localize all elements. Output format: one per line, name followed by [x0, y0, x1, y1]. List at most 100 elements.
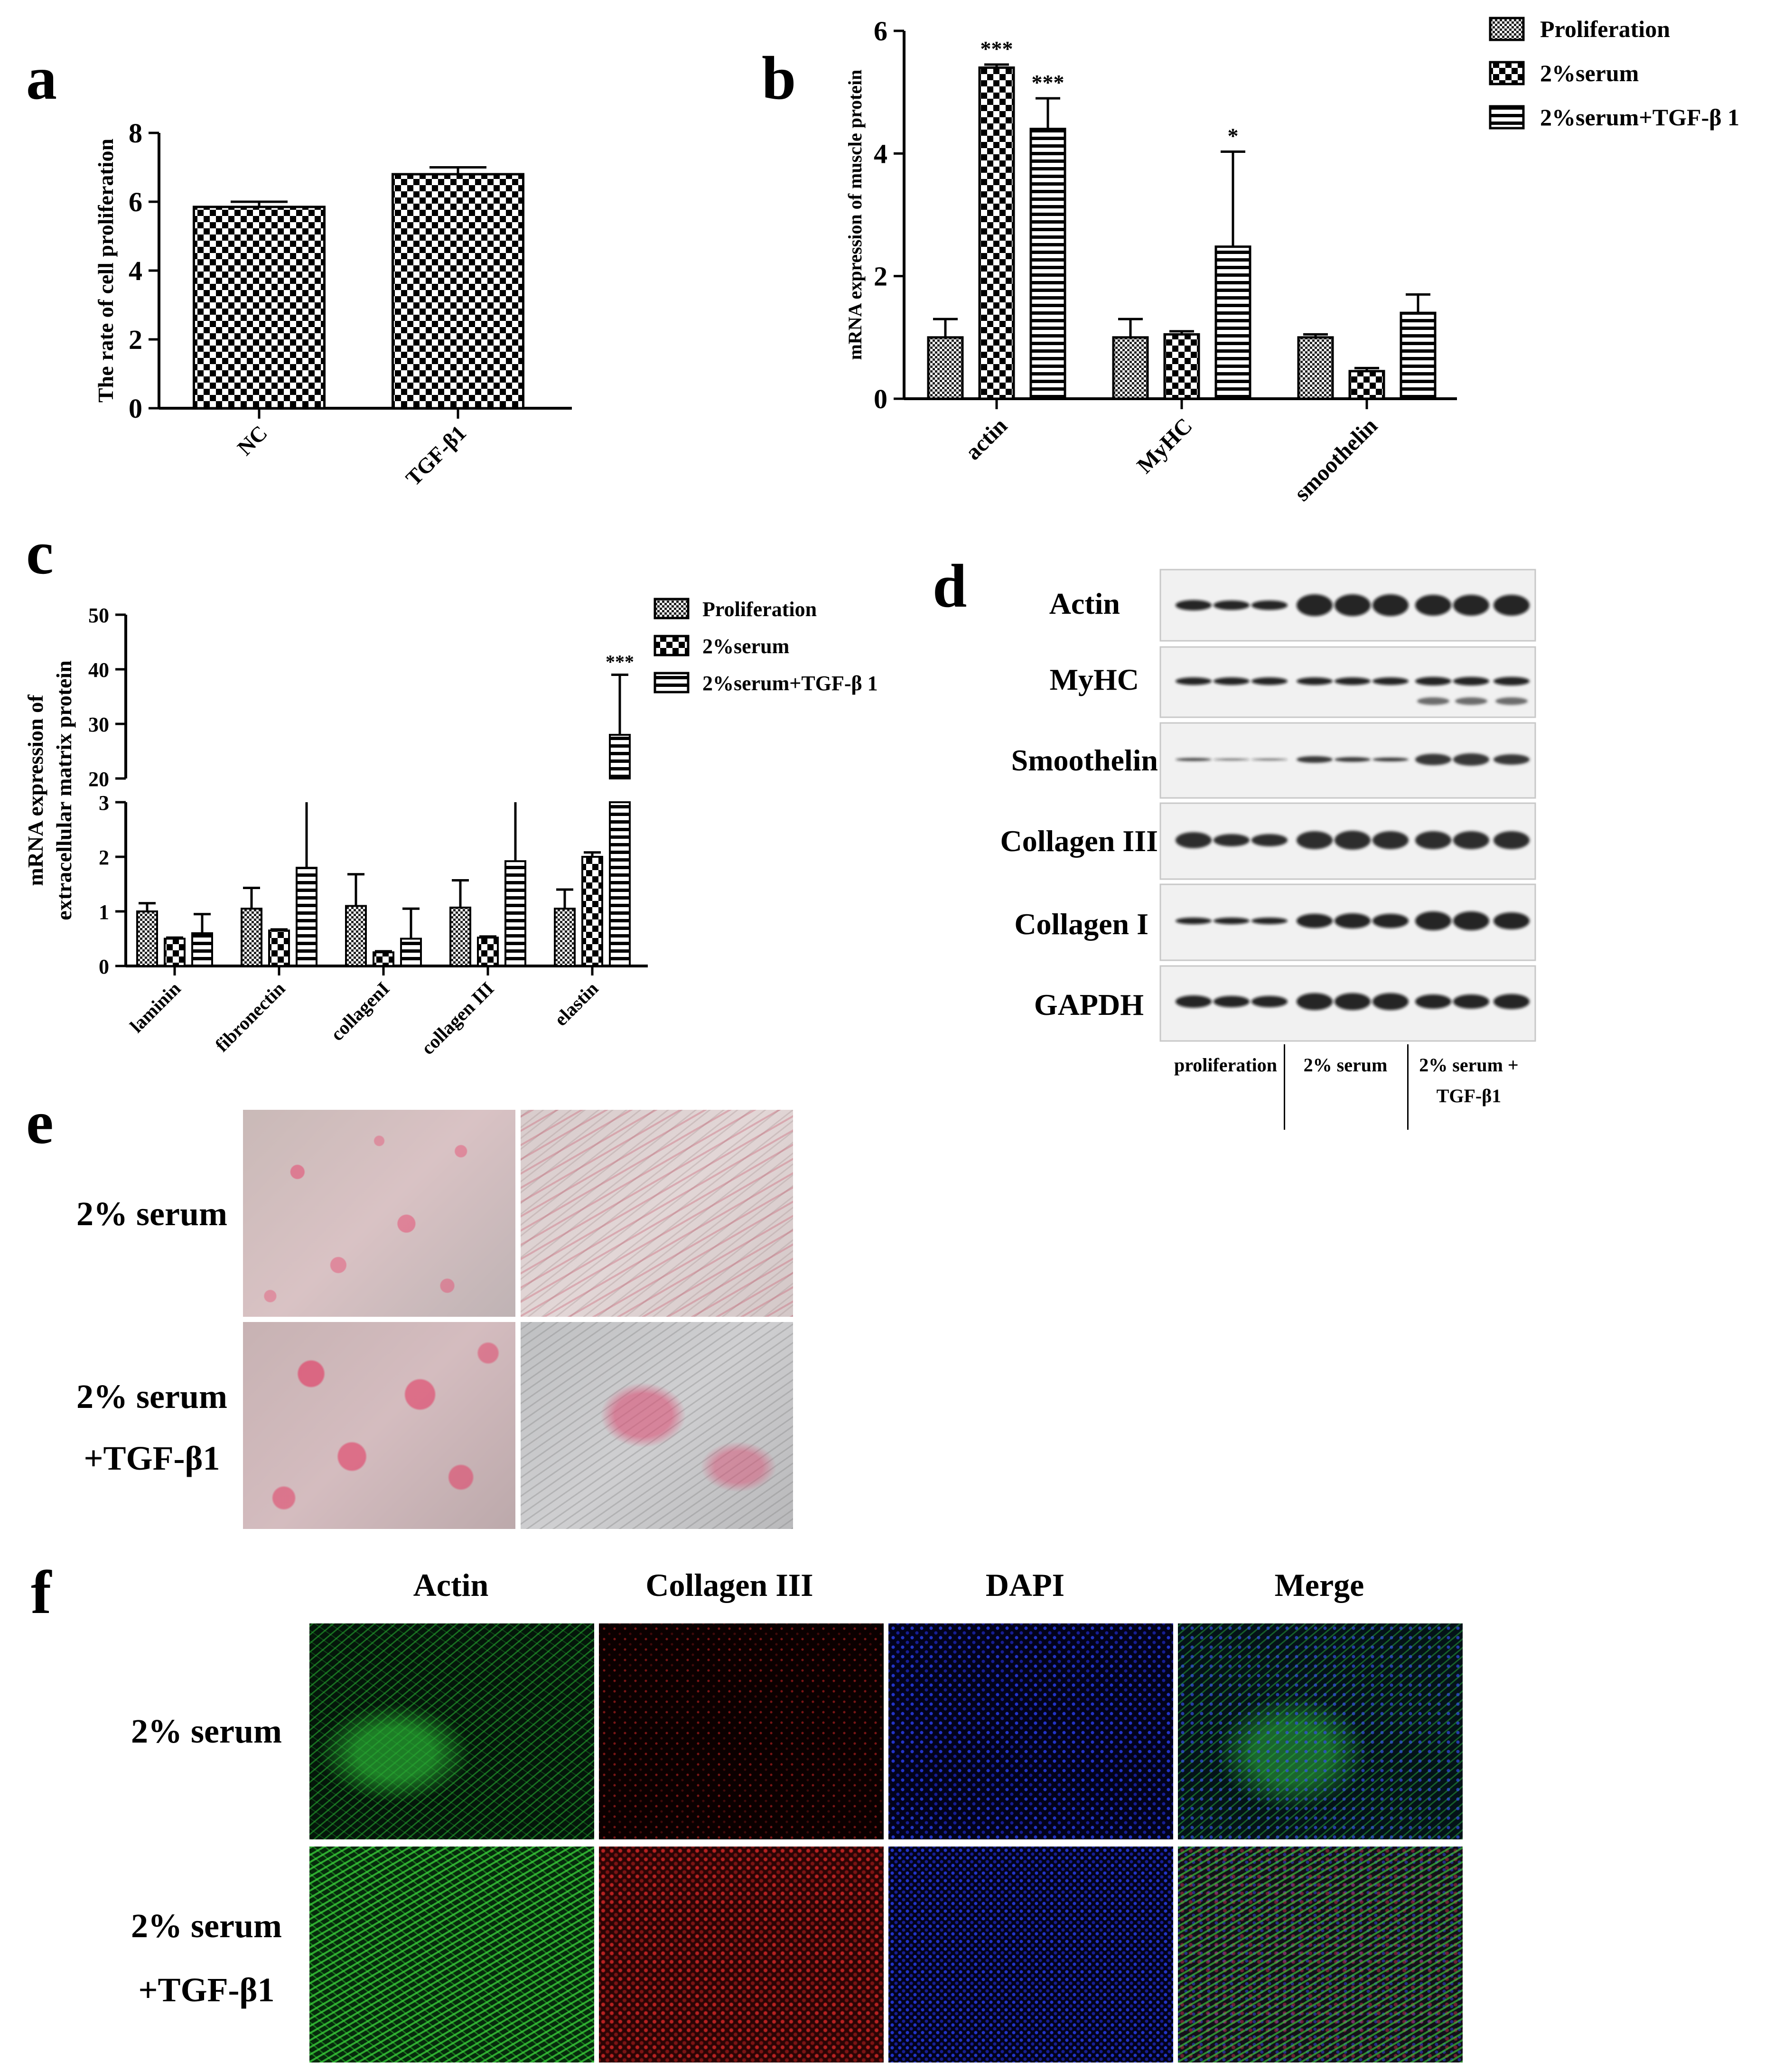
wb-band: [1335, 993, 1371, 1010]
wb-band: [1297, 914, 1333, 928]
wb-group-2-serum-tgf-line2: TGF-β1: [1436, 1085, 1502, 1106]
c-bar: [504, 860, 526, 967]
wb-label-actin: Actin: [1049, 587, 1120, 620]
c-x-tick-label: elastin: [550, 978, 602, 1030]
wb-group-2-serum: 2% serum: [1303, 1054, 1388, 1076]
panel-letter-a: a: [26, 44, 57, 113]
f-image-dapi-serum-tgf: [888, 1847, 1173, 2063]
c-bar: [345, 905, 367, 967]
f-col-dapi: DAPI: [985, 1567, 1065, 1603]
a-y-tick-label: 4: [129, 255, 142, 286]
wb-label-gapdh: GAPDH: [1034, 988, 1144, 1022]
c-y-axis-label-1: mRNA expression of: [23, 694, 47, 886]
a-bar: [193, 206, 326, 410]
c-legend-label: 2%serum: [702, 635, 789, 658]
wb-band: [1415, 831, 1451, 849]
c-x-tick-label: collagenI: [327, 978, 394, 1045]
wb-band: [1251, 677, 1288, 685]
c-bar: [554, 908, 576, 967]
wb-band: [1453, 911, 1489, 930]
wb-band-secondary: [1455, 697, 1487, 705]
wb-band: [1372, 914, 1409, 928]
a-bar: [392, 173, 524, 410]
c-bar: [136, 910, 158, 967]
e-row-label-serum-tgf-1: 2% serum: [76, 1378, 227, 1416]
f-image-dapi-serum: [888, 1623, 1173, 1839]
a-y-tick-label: 2: [129, 324, 142, 355]
c-x-tick-label: laminin: [126, 978, 185, 1037]
e-row-label-serum: 2% serum: [76, 1195, 227, 1233]
c-y-tick-label: 1: [99, 900, 109, 924]
wb-band: [1297, 677, 1333, 685]
panel-letter-c: c: [26, 519, 54, 587]
wb-group-proliferation: proliferation: [1174, 1054, 1277, 1076]
wb-band: [1372, 594, 1409, 616]
wb-band: [1176, 677, 1212, 685]
b-bar: [1348, 370, 1385, 400]
b-significance: *: [1228, 123, 1239, 148]
bar-charts: 0 2 4 6 8 The rate of cell proliferation NC TGF…: [23, 16, 1739, 1059]
f-row-label-serum-tgf-1: 2% serum: [131, 1907, 282, 1945]
wb-band-secondary: [1417, 697, 1449, 705]
b-bar: [1112, 336, 1149, 400]
wb-band: [1251, 918, 1288, 924]
c-legend-swatch: [653, 635, 690, 656]
wb-band: [1453, 994, 1489, 1009]
wb-band: [1494, 994, 1530, 1009]
wb-band: [1415, 994, 1451, 1009]
e-image-serum-tgf-high-mag: [521, 1322, 793, 1529]
c-bar: [191, 932, 213, 967]
panel-letter-d: d: [933, 552, 967, 620]
wb-band: [1251, 996, 1288, 1007]
c-bar: [477, 937, 499, 967]
wb-band: [1415, 677, 1451, 685]
a-x-tick-label: TGF-β1: [401, 421, 471, 490]
wb-band: [1335, 831, 1371, 850]
b-legend-swatch: [1489, 17, 1525, 41]
e-image-serum-high-mag: [521, 1110, 793, 1317]
f-image-actin-serum-tgf: [309, 1847, 594, 2063]
wb-band: [1372, 758, 1409, 761]
c-y-tick-label: 40: [88, 658, 109, 682]
c-bar: [581, 856, 603, 967]
b-y-tick-label: 4: [874, 138, 887, 169]
wb-band: [1214, 600, 1250, 610]
wb-label-collagen-iii: Collagen III: [1000, 824, 1158, 858]
wb-band: [1335, 757, 1371, 762]
c-bar: [296, 867, 317, 967]
e-image-serum-low-mag: [243, 1110, 515, 1317]
wb-band: [1176, 918, 1212, 924]
c-y-axis-label-2: extracellular matrix protein: [52, 660, 76, 920]
f-col-merge: Merge: [1274, 1567, 1364, 1603]
wb-band: [1251, 600, 1288, 610]
b-y-tick-label: 0: [874, 384, 887, 414]
b-x-tick-label: MyHC: [1132, 413, 1197, 478]
b-y-axis-label: mRNA expression of muscle protein: [844, 70, 866, 360]
a-y-tick-label: 8: [129, 118, 142, 149]
e-image-serum-tgf-low-mag: [243, 1322, 515, 1529]
wb-band: [1176, 832, 1212, 848]
wb-band: [1372, 993, 1409, 1010]
f-image-merge-serum: [1178, 1623, 1463, 1839]
c-y-tick-label: 50: [88, 604, 109, 627]
wb-band: [1415, 754, 1451, 765]
f-col-collagen-iii: Collagen III: [645, 1567, 813, 1603]
c-y-tick-label: 3: [99, 791, 109, 815]
wb-band: [1494, 595, 1530, 616]
c-bar: [164, 938, 186, 967]
wb-band: [1176, 758, 1212, 761]
wb-group-divider-1: [1284, 1044, 1285, 1130]
b-bar: [1029, 128, 1066, 400]
c-bar: [373, 951, 394, 967]
f-image-collagen-serum-tgf: [599, 1847, 884, 2063]
wb-band: [1453, 677, 1489, 685]
b-x-tick-label: actin: [961, 413, 1012, 465]
f-image-collagen-serum: [599, 1623, 884, 1839]
wb-band: [1214, 918, 1250, 924]
a-y-tick-label: 0: [129, 393, 142, 424]
b-legend-label: 2%serum+TGF-β 1: [1540, 104, 1739, 131]
f-image-actin-serum: [309, 1623, 594, 1839]
panel-letter-b: b: [762, 44, 796, 113]
c-bar: [609, 801, 631, 967]
b-bar: [1163, 333, 1200, 400]
